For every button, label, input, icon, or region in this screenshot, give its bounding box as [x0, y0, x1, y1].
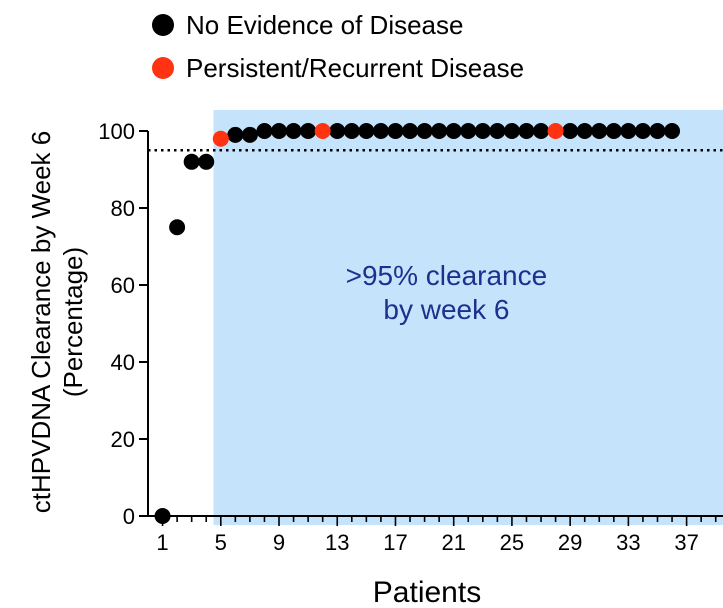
data-point-no-evidence [329, 123, 346, 139]
y-tick-label: 0 [123, 504, 135, 529]
y-tick-label: 20 [111, 427, 135, 452]
data-point-no-evidence [387, 123, 404, 139]
x-tick-label: 9 [273, 530, 285, 555]
legend: No Evidence of Disease Persistent/Recurr… [152, 10, 524, 83]
y-axis-title-line-2: (Percentage) [58, 247, 88, 397]
legend-marker-no-evidence [152, 14, 174, 36]
data-point-no-evidence [241, 126, 258, 143]
data-point-no-evidence [620, 123, 637, 139]
legend-marker-persistent [152, 57, 174, 79]
annotation-line-1: >95% clearance [346, 260, 548, 291]
data-point-no-evidence [489, 123, 506, 139]
x-tick-label: 5 [215, 530, 227, 555]
data-point-persistent [547, 123, 564, 139]
x-tick-label: 33 [616, 530, 640, 555]
data-point-no-evidence [227, 126, 244, 143]
data-point-no-evidence [358, 123, 375, 139]
data-point-no-evidence [416, 123, 433, 139]
data-point-no-evidence [634, 123, 651, 139]
data-point-no-evidence [154, 508, 171, 524]
x-tick-label: 21 [441, 530, 465, 555]
data-point-persistent [212, 130, 229, 147]
data-point-no-evidence [169, 219, 186, 236]
data-point-no-evidence [198, 153, 215, 170]
y-tick-label: 100 [98, 119, 135, 144]
data-point-no-evidence [576, 123, 593, 139]
x-tick-label: 25 [500, 530, 524, 555]
data-point-no-evidence [474, 123, 491, 139]
x-tick-label: 37 [674, 530, 698, 555]
data-point-no-evidence [300, 123, 317, 139]
data-point-persistent [314, 123, 331, 139]
data-point-no-evidence [503, 123, 520, 139]
x-tick-label: 13 [325, 530, 349, 555]
data-point-no-evidence [271, 123, 288, 139]
data-point-no-evidence [664, 123, 681, 139]
y-tick-label: 60 [111, 273, 135, 298]
data-point-no-evidence [183, 153, 200, 170]
data-point-no-evidence [605, 123, 622, 139]
data-point-no-evidence [649, 123, 666, 139]
legend-label-persistent: Persistent/Recurrent Disease [186, 53, 524, 83]
data-point-no-evidence [460, 123, 477, 139]
x-tick-label: 29 [558, 530, 582, 555]
data-point-no-evidence [402, 123, 419, 139]
data-point-no-evidence [562, 123, 579, 139]
data-point-no-evidence [343, 123, 360, 139]
data-point-no-evidence [518, 123, 535, 139]
x-axis-title: Patients [373, 576, 481, 608]
x-tick-label: 1 [156, 530, 168, 555]
y-tick-label: 80 [111, 196, 135, 221]
data-point-no-evidence [591, 123, 608, 139]
shaded-region [213, 110, 723, 525]
x-tick-label: 17 [383, 530, 407, 555]
data-point-no-evidence [533, 123, 550, 139]
data-point-no-evidence [445, 123, 462, 139]
data-point-no-evidence [431, 123, 448, 139]
legend-label-no-evidence: No Evidence of Disease [186, 10, 463, 40]
y-tick-label: 40 [111, 350, 135, 375]
data-point-no-evidence [256, 123, 273, 139]
data-point-no-evidence [372, 123, 389, 139]
annotation-line-2: by week 6 [383, 294, 509, 325]
y-axis-title-line-1: ctHPVDNA Clearance by Week 6 [26, 131, 56, 513]
data-point-no-evidence [285, 123, 302, 139]
